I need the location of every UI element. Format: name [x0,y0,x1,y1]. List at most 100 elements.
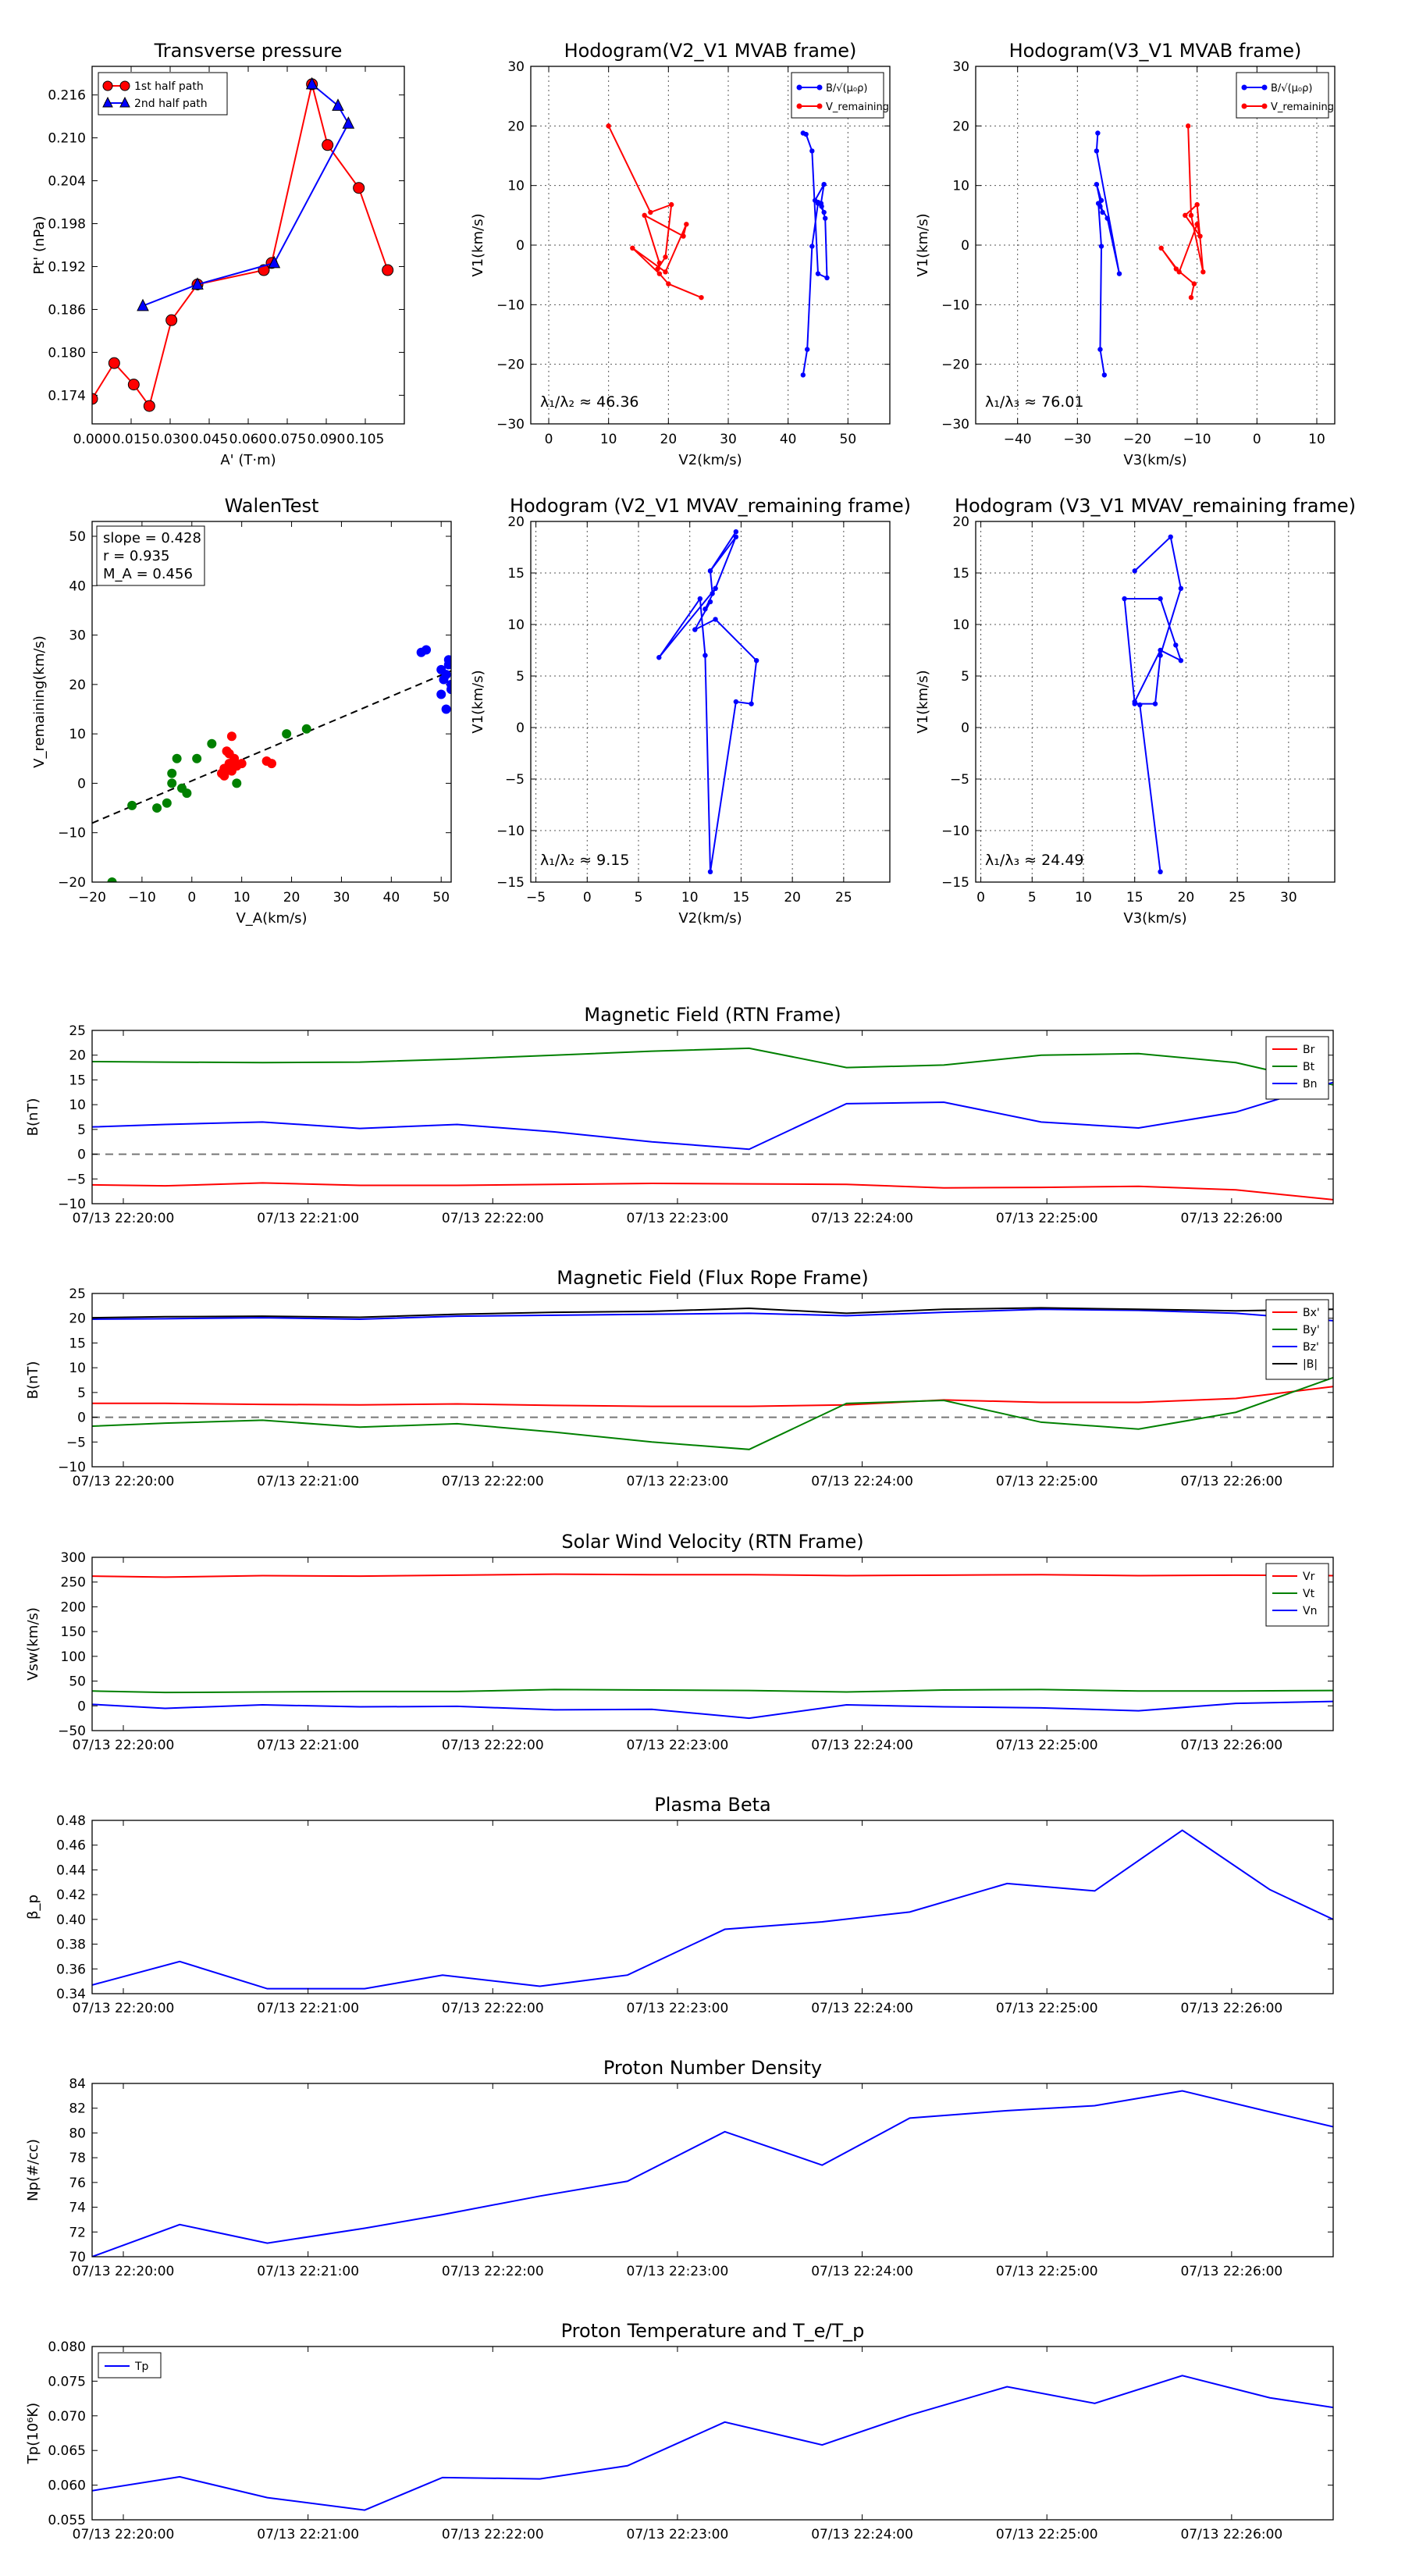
x-tick-label: 20 [660,432,678,447]
x-tick-label: 20 [1178,890,1195,906]
data-point [663,269,668,275]
legend-box [1236,72,1329,119]
chart-title: Solar Wind Velocity (RTN Frame) [561,1531,863,1553]
y-tick-label: 0.080 [48,2339,86,2355]
chart-hv2: 0 10 20 30 40 50 −30 −20 −10 0 10 20 30 Hodogram(V2_V… [470,40,891,468]
y-tick-label: 84 [69,2076,86,2092]
y-tick-label: 200 [61,1599,86,1615]
data-point [1095,130,1101,136]
x-tick-label: 20 [784,890,801,906]
legend-label: V_remaining [826,101,889,113]
axes-frame [91,1820,1334,1994]
y-axis-label: Vsw(km/s) [25,1607,41,1681]
data-point [824,275,830,281]
x-tick-label: 07/13 22:26:00 [1180,1738,1282,1753]
data-point [137,298,149,311]
data-point [1158,245,1164,251]
chart-title: WalenTest [225,495,319,517]
plot-area [92,1573,1333,1720]
y-tick-label: −15 [496,875,525,891]
plot-area [92,2090,1333,2257]
data-point [815,199,821,205]
data-point [656,655,662,660]
plot-area [1094,123,1206,378]
plot-area [92,1047,1333,1201]
data-point [441,704,451,714]
legend-marker [816,84,823,91]
x-tick-label: 0.015 [112,432,151,447]
data-point [446,685,451,695]
y-tick-label: −20 [58,875,86,891]
data-point [1188,294,1194,301]
y-tick-label: −10 [58,1197,86,1212]
x-tick-label: 0 [1253,432,1261,447]
axes-frame [91,66,405,425]
data-point [382,264,394,276]
plot-area [92,1829,1333,1990]
series-line-1 [92,1688,1333,1694]
y-tick-label: 82 [69,2101,86,2117]
y-tick-label: 70 [69,2250,86,2265]
x-tick-label: 07/13 22:20:00 [73,1738,175,1753]
data-point [1178,658,1184,664]
y-tick-label: 0.180 [48,345,86,361]
series-line-0 [92,2375,1333,2511]
data-point [630,245,635,251]
y-tick-label: 5 [77,1123,86,1138]
x-tick-label: 07/13 22:25:00 [996,1211,1098,1226]
x-tick-label: 07/13 22:22:00 [442,1474,544,1489]
axes-frame [91,2346,1334,2521]
chart-bfield: −10 −5 0 5 10 15 20 25 07/13 22:20:00 07/13 22:21… [25,1004,1334,1226]
y-axis-label: Pt' (nPa) [31,215,48,274]
y-tick-label: 20 [952,514,969,530]
chart-title: Hodogram (V2_V1 MVAV_remaining frame) [510,495,911,517]
x-axis-label: A' (T·m) [220,452,276,468]
x-tick-label: 30 [720,432,737,447]
data-point [1185,123,1191,129]
series-line-2 [92,1081,1333,1151]
x-tick-label: −20 [1123,432,1151,447]
chart-beta: 0.34 0.36 0.38 0.40 0.42 0.44 0.46 0.48 07/13 22… [25,1794,1334,2016]
data-point [1132,568,1137,574]
plot-area [92,76,394,412]
y-tick-label: −20 [496,358,525,373]
x-tick-label: 07/13 22:22:00 [442,1211,544,1226]
x-tick-label: 10 [233,890,251,906]
data-point [1200,269,1206,275]
x-tick-label: 40 [383,890,400,906]
data-point [107,877,117,882]
x-tick-label: 50 [840,432,857,447]
x-tick-label: 07/13 22:24:00 [811,1474,913,1489]
y-tick-label: −20 [941,358,969,373]
y-tick-label: 72 [69,2225,86,2240]
x-tick-label: 5 [635,890,643,906]
x-tick-label: 0 [187,890,196,906]
y-tick-label: 5 [516,669,525,685]
x-tick-label: 15 [1126,890,1144,906]
data-point [815,271,821,276]
x-tick-label: 07/13 22:22:00 [442,1738,544,1753]
data-point [191,277,204,290]
data-point [177,783,187,793]
data-point [1094,148,1100,154]
series-line-2 [92,1308,1333,1322]
x-tick-label: 0.000 [73,432,112,447]
data-point [441,670,451,680]
series-line-0 [92,2090,1333,2257]
data-point [648,209,653,215]
data-point [267,759,276,769]
y-tick-label: 0.48 [56,1813,86,1829]
data-point [219,763,229,774]
series-line-0 [1095,133,1120,375]
data-point [167,768,177,778]
chart-title: Proton Temperature and T_e/T_p [561,2320,865,2342]
data-point [127,379,140,391]
chart-hv3: −40 −30 −20 −10 0 10 −30 −20 −10 0 10 20 30 Hodogram(… [915,40,1336,468]
y-tick-label: 0.44 [56,1863,86,1878]
x-tick-label: −20 [78,890,106,906]
data-point [821,209,827,215]
data-point [710,591,715,596]
chart-bfr: −10 −5 0 5 10 15 20 25 07/13 22:20:00 07/13 22:21… [25,1267,1334,1489]
x-tick-label: 0 [976,890,985,906]
